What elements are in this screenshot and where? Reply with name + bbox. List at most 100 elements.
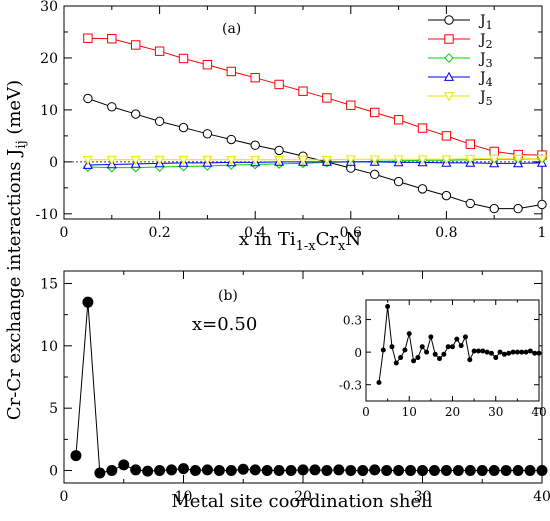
data-point-J2 [154,46,165,56]
data-point-shell [488,465,500,477]
inset-data-point [510,349,516,355]
x-label-part-3: Cr [316,229,339,250]
data-point-J2 [107,34,117,44]
inset-data-point [471,348,477,354]
legend-marker [444,15,454,25]
data-point-J1 [226,134,237,145]
inset-data-point [415,355,421,361]
data-point-shell [428,465,440,477]
x-label-part-5: N [345,229,361,250]
inset-frame [365,299,540,402]
y-tick-label: 20 [40,51,58,67]
data-point-J1 [250,140,260,150]
legend-item-J2: J2 [428,32,493,51]
legend-label-sub: 3 [486,57,493,70]
data-point-J5 [393,155,404,165]
data-point-J1 [370,169,380,180]
inset-data-point [527,348,533,354]
inset-data-point [523,349,529,355]
legend-label-name: J [478,13,486,29]
data-point-shell [201,464,213,476]
panel-a-label: (a) [222,21,241,37]
data-point-J5 [417,155,428,165]
legend-label: J4 [478,70,493,89]
inset: 0 10 20 30 40-0.300.3 [339,299,547,419]
data-point-J5 [345,155,356,165]
data-point-J2 [131,40,141,50]
data-point-J1 [537,199,547,210]
data-point-J2 [83,33,93,43]
x-tick-label: 0.4 [244,225,266,241]
data-point-shell [273,465,285,477]
inset-data-point [493,355,499,361]
data-point-shell [405,465,417,477]
legend-label: J5 [478,89,493,108]
x-label-part-2: 1-x [296,239,317,254]
inset-series [376,304,542,386]
data-point-shell [70,450,82,462]
inset-data-point [376,380,382,386]
x-tick-label: 20 [445,405,460,419]
x-tick-label: 10 [175,489,193,505]
inset-data-point [437,356,443,362]
data-point-J1 [274,145,284,156]
inset-data-point [389,344,395,350]
y-tick-label: 0.3 [343,314,362,328]
data-point-J5 [321,155,332,166]
data-point-shell [512,465,524,477]
data-point-J1 [107,102,117,112]
panel-b-ticks: 0 10 20 30 40 0 5 10 15 [40,271,550,505]
y-tick-label: 5 [49,401,58,417]
data-point-J5 [489,154,500,164]
data-point-shell [524,465,536,477]
inset-data-point [402,347,408,353]
legend-label-sub: 4 [486,76,493,89]
data-point-shell [440,465,452,477]
legend-label-name: J [478,32,486,48]
data-point-J5 [441,155,452,165]
inset-data-point [506,350,512,356]
data-point-J2 [370,107,380,118]
inset-data-point [462,334,468,340]
inset-data-point [475,348,481,354]
x-tick-label: 20 [294,489,312,505]
data-point-shell [500,465,512,477]
data-point-shell [536,465,548,477]
panel-a-series [82,33,548,214]
legend-item-J1: J1 [428,13,493,32]
series-J5 [82,154,548,166]
inset-data-point [419,344,425,350]
data-point-shell [166,464,178,476]
y-tick-label: 15 [40,276,58,292]
data-point-J5 [202,155,213,166]
legend-label: J2 [478,32,493,51]
data-point-shell [381,465,393,477]
data-point-J2 [250,72,260,83]
y-axis-label-sub: ij [14,140,29,148]
data-point-J2 [465,139,476,149]
legend-label-name: J [478,51,486,67]
data-point-J1 [513,203,523,214]
legend-label: J1 [478,13,493,32]
x-tick-label: 0.8 [435,225,457,241]
inset-data-point [445,344,451,350]
data-point-shell [476,465,488,477]
panel-b-x-axis-label: Metal site coordination shell [171,491,432,512]
legend-label: J3 [478,51,493,70]
data-point-J1 [154,116,165,127]
data-point-J1 [202,129,213,139]
data-point-shell [297,464,309,476]
data-point-J2 [274,79,284,90]
x-tick-label: 0.2 [148,225,170,241]
inset-data-point [484,349,490,355]
legend-label-sub: 2 [486,38,493,51]
data-point-shell [94,467,106,479]
panel-b: 0 10 20 30 40 0 5 10 15 (b) x=0.50 Metal site co… [40,270,550,512]
inset-data-point [393,360,399,366]
data-point-J1 [417,184,428,194]
series-J2 [83,33,547,160]
data-point-shell [345,465,357,477]
y-axis-label-main: Cr-Cr exchange interactions J [4,149,25,421]
